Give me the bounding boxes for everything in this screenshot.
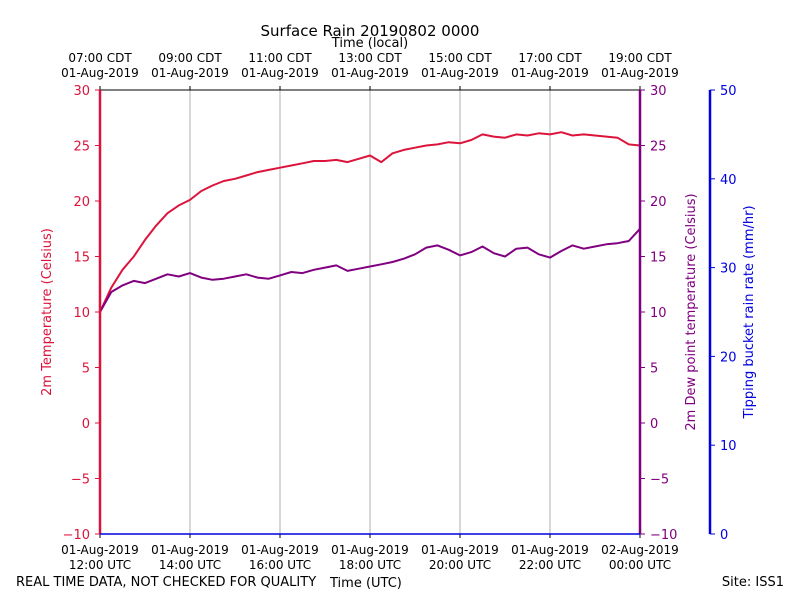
- x-bottom-tick-label: 01-Aug-2019: [241, 543, 319, 557]
- x-bottom-tick-label: 02-Aug-2019: [601, 543, 679, 557]
- x-top-tick-label: 01-Aug-2019: [601, 66, 679, 80]
- y-right1-tick-label: 25: [650, 140, 667, 155]
- x-top-tick-label: 15:00 CDT: [428, 51, 492, 65]
- y-right1-tick-label: 5: [650, 362, 658, 377]
- x-top-tick-label: 01-Aug-2019: [511, 66, 589, 80]
- x-bottom-tick-label: 01-Aug-2019: [421, 543, 499, 557]
- x-bottom-tick-label: 22:00 UTC: [519, 558, 581, 572]
- series-lines: [99, 131, 641, 313]
- y-right2-tick-label: 0: [720, 528, 728, 543]
- y-right1-tick-label: −10: [650, 528, 677, 543]
- x-bottom-tick-label: 01-Aug-2019: [331, 543, 409, 557]
- y-right1-axis-label: 2m Dew point temperature (Celsius): [684, 193, 699, 430]
- y-right1-tick-label: 10: [650, 306, 667, 321]
- x-top-tick-label: 01-Aug-2019: [331, 66, 409, 80]
- x-bottom-tick-label: 00:00 UTC: [609, 558, 671, 572]
- temperature-series-line: [99, 131, 641, 313]
- x-top-tick-label: 09:00 CDT: [158, 51, 222, 65]
- y-left-tick-label: 20: [73, 195, 90, 210]
- dewpoint-series-line: [99, 228, 641, 313]
- x-bottom-tick-label: 01-Aug-2019: [61, 543, 139, 557]
- y-right1-tick-label: 15: [650, 251, 667, 266]
- y-right1-tick-label: 30: [650, 84, 667, 99]
- y-right2-tick-label: 10: [720, 439, 737, 454]
- y-right2-tick-label: 30: [720, 262, 737, 277]
- y-right1-tick-label: −5: [650, 473, 669, 488]
- x-top-axis-label: Time (local): [331, 36, 408, 51]
- x-bottom-tick-label: 16:00 UTC: [249, 558, 311, 572]
- y-right1-tick-label: 0: [650, 417, 658, 432]
- x-bottom-tick-label: 14:00 UTC: [159, 558, 221, 572]
- x-top-tick-label: 01-Aug-2019: [241, 66, 319, 80]
- y-left-tick-label: 0: [82, 417, 90, 432]
- y-right1-tick-label: 20: [650, 195, 667, 210]
- y-right2-tick-label: 50: [720, 84, 737, 99]
- y-left-axis-label: 2m Temperature (Celsius): [40, 228, 55, 396]
- y-left-tick-label: −10: [63, 528, 90, 543]
- y-left-tick-label: 5: [82, 362, 90, 377]
- y-left-tick-label: 10: [73, 306, 90, 321]
- y-right2-tick-label: 20: [720, 350, 737, 365]
- x-top-tick-label: 17:00 CDT: [518, 51, 582, 65]
- x-top-tick-label: 01-Aug-2019: [421, 66, 499, 80]
- y-right2-axis-label: Tipping bucket rain rate (mm/hr): [742, 205, 757, 419]
- x-top-tick-label: 11:00 CDT: [248, 51, 312, 65]
- x-bottom-tick-label: 18:00 UTC: [339, 558, 401, 572]
- x-top-tick-label: 13:00 CDT: [338, 51, 402, 65]
- x-bottom-axis-label: Time (UTC): [330, 576, 402, 591]
- x-bottom-tick-label: 12:00 UTC: [69, 558, 131, 572]
- x-top-tick-label: 19:00 CDT: [608, 51, 672, 65]
- y-left-tick-label: 25: [73, 140, 90, 155]
- y-left-tick-label: 30: [73, 84, 90, 99]
- x-bottom-tick-label: 01-Aug-2019: [151, 543, 229, 557]
- x-top-tick-label: 07:00 CDT: [68, 51, 132, 65]
- y-left-tick-label: 15: [73, 251, 90, 266]
- site-label: Site: ISS1: [721, 575, 784, 590]
- x-bottom-tick-label: 01-Aug-2019: [511, 543, 589, 557]
- y-left-tick-label: −5: [71, 473, 90, 488]
- gridlines: [189, 90, 551, 534]
- y-right2-tick-label: 40: [720, 173, 737, 188]
- data-quality-note: REAL TIME DATA, NOT CHECKED FOR QUALITY: [16, 575, 317, 590]
- x-top-tick-label: 01-Aug-2019: [61, 66, 139, 80]
- chart-title: Surface Rain 20190802 0000: [260, 22, 480, 40]
- x-bottom-tick-label: 20:00 UTC: [429, 558, 491, 572]
- x-top-tick-label: 01-Aug-2019: [151, 66, 229, 80]
